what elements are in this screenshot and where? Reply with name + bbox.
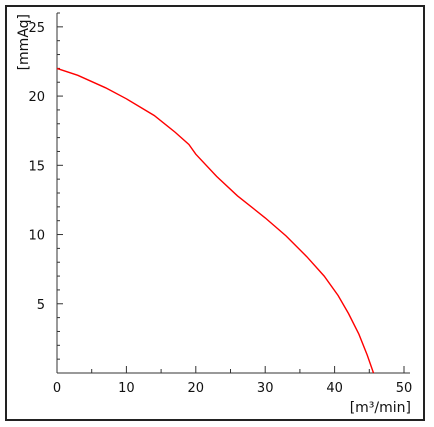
x-tick-label: 30: [257, 381, 274, 396]
y-axis-title: [mmAq]: [16, 14, 32, 70]
series-line: [56, 67, 375, 374]
x-tick-label: 20: [188, 381, 205, 396]
chart-tick-labels: 5 10 15 20 25 0 10 20 30 40 50: [28, 21, 412, 396]
x-tick-label: 0: [53, 381, 61, 396]
x-tick-label: 40: [326, 381, 343, 396]
x-axis-title: [m³/min]: [350, 400, 411, 416]
y-tick-label: 25: [28, 21, 45, 36]
y-tick-label: 5: [37, 298, 45, 313]
x-tick-label: 50: [396, 381, 413, 396]
chart-ticks: [57, 12, 405, 373]
y-tick-label: 15: [28, 159, 45, 174]
y-tick-label: 20: [28, 90, 45, 105]
x-tick-label: 10: [118, 381, 135, 396]
y-tick-label: 10: [28, 229, 45, 244]
